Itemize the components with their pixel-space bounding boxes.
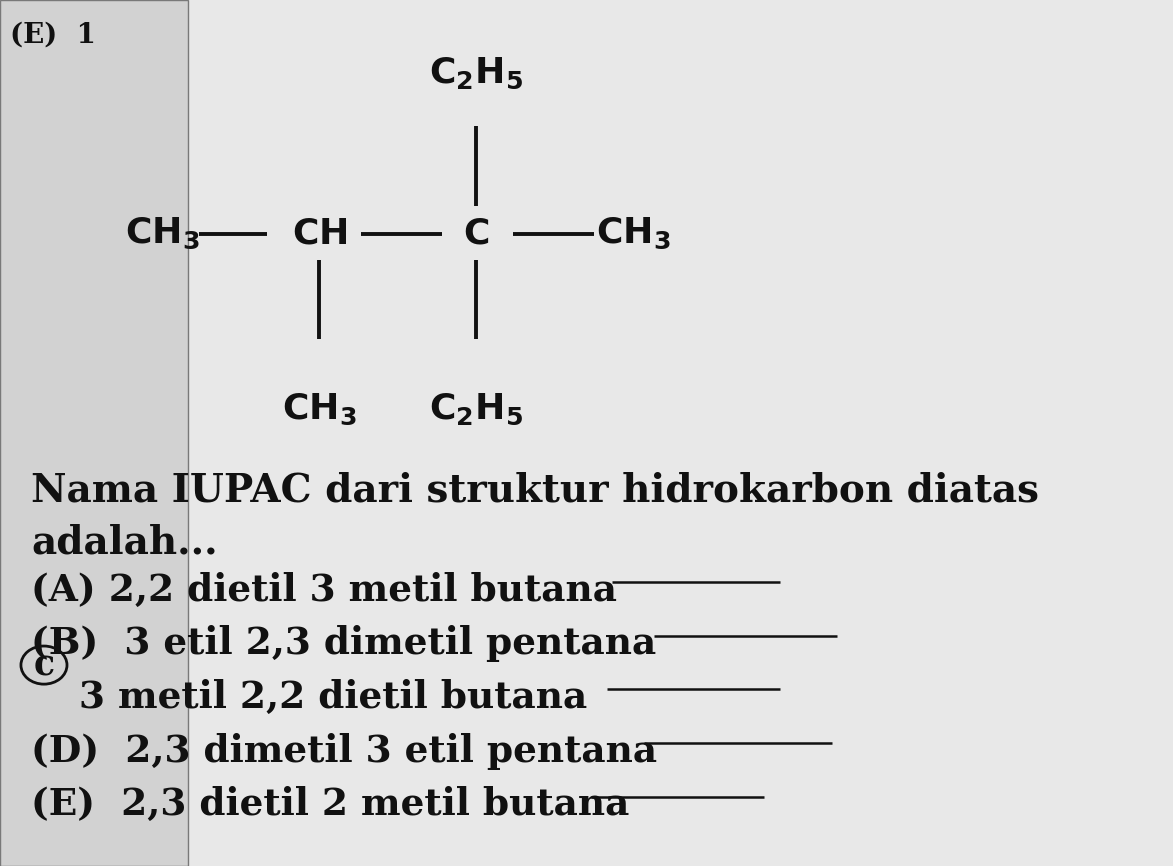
Text: (E)  2,3 dietil 2 metil butana: (E) 2,3 dietil 2 metil butana xyxy=(32,786,630,824)
Text: 3 metil 2,2 dietil butana: 3 metil 2,2 dietil butana xyxy=(79,679,586,716)
Text: $\mathbf{CH_3}$: $\mathbf{CH_3}$ xyxy=(282,391,357,427)
Text: (E)  1: (E) 1 xyxy=(11,22,96,48)
Text: (B)  3 etil 2,3 dimetil pentana: (B) 3 etil 2,3 dimetil pentana xyxy=(32,625,657,662)
Text: (A) 2,2 dietil 3 metil butana: (A) 2,2 dietil 3 metil butana xyxy=(32,572,617,609)
Text: adalah...: adalah... xyxy=(32,524,218,562)
Text: $\mathbf{CH_3}$: $\mathbf{CH_3}$ xyxy=(596,216,671,251)
Text: (D)  2,3 dimetil 3 etil pentana: (D) 2,3 dimetil 3 etil pentana xyxy=(32,733,658,770)
Text: c: c xyxy=(33,648,54,682)
Text: $\mathbf{C_2H_5}$: $\mathbf{C_2H_5}$ xyxy=(429,55,523,91)
Text: $\mathbf{CH}$: $\mathbf{CH}$ xyxy=(292,216,347,251)
FancyBboxPatch shape xyxy=(0,0,189,866)
Text: $\mathbf{CH_3}$: $\mathbf{CH_3}$ xyxy=(126,216,199,251)
Text: $\mathbf{C}$: $\mathbf{C}$ xyxy=(463,216,489,251)
Text: Nama IUPAC dari struktur hidrokarbon diatas: Nama IUPAC dari struktur hidrokarbon dia… xyxy=(32,472,1039,510)
Text: $\mathbf{C_2H_5}$: $\mathbf{C_2H_5}$ xyxy=(429,391,523,427)
